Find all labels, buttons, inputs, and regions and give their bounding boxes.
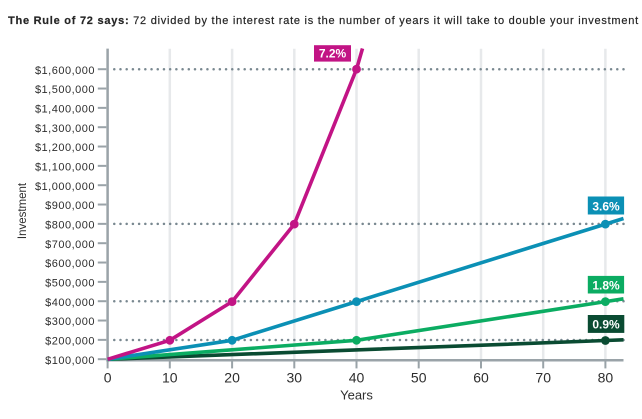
svg-text:40: 40 [349, 370, 365, 386]
svg-text:$1,100,000: $1,100,000 [35, 162, 95, 174]
svg-text:20: 20 [224, 370, 240, 386]
svg-text:1.8%: 1.8% [592, 279, 620, 293]
svg-text:$400,000: $400,000 [45, 297, 95, 309]
svg-text:7.2%: 7.2% [319, 47, 347, 61]
svg-text:$1,300,000: $1,300,000 [35, 123, 95, 135]
svg-text:$1,000,000: $1,000,000 [35, 181, 95, 193]
svg-text:$500,000: $500,000 [45, 278, 95, 290]
svg-text:0: 0 [104, 370, 112, 386]
svg-text:70: 70 [535, 370, 551, 386]
svg-text:$300,000: $300,000 [45, 316, 95, 328]
svg-text:50: 50 [411, 370, 427, 386]
svg-text:60: 60 [473, 370, 489, 386]
svg-text:Investment: Investment [17, 182, 29, 239]
svg-text:$600,000: $600,000 [45, 258, 95, 270]
svg-text:80: 80 [598, 370, 614, 386]
svg-text:$1,600,000: $1,600,000 [35, 65, 95, 77]
svg-text:3.6%: 3.6% [592, 199, 620, 213]
svg-text:30: 30 [287, 370, 303, 386]
svg-text:$900,000: $900,000 [45, 200, 95, 212]
svg-text:$800,000: $800,000 [45, 220, 95, 232]
svg-text:Years: Years [340, 387, 373, 402]
svg-text:$1,500,000: $1,500,000 [35, 84, 95, 96]
svg-text:$1,200,000: $1,200,000 [35, 142, 95, 154]
svg-text:$200,000: $200,000 [45, 336, 95, 348]
svg-text:$700,000: $700,000 [45, 239, 95, 251]
svg-text:10: 10 [162, 370, 178, 386]
svg-text:$1,400,000: $1,400,000 [35, 104, 95, 116]
svg-text:$100,000: $100,000 [45, 355, 95, 367]
svg-text:0.9%: 0.9% [592, 317, 620, 331]
